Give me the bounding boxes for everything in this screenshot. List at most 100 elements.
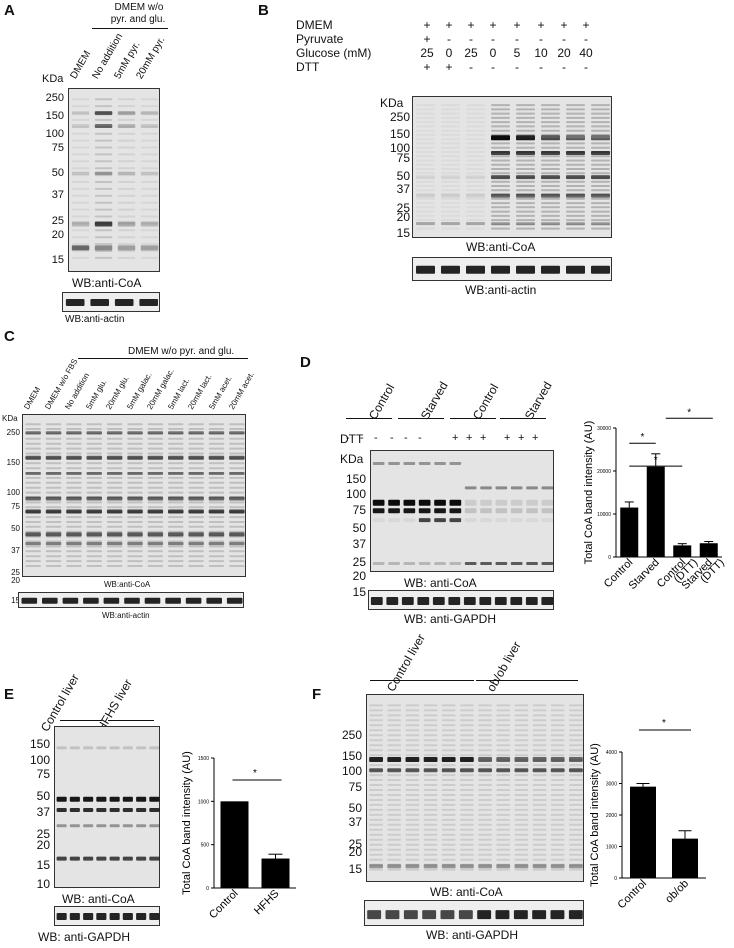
blot-band: [114, 299, 134, 306]
blot-band: [496, 774, 511, 777]
blot-band: [127, 525, 143, 528]
blot-band: [66, 506, 82, 509]
blot-band: [387, 794, 402, 796]
blot-band: [136, 824, 147, 828]
blot-band: [66, 431, 82, 435]
blot-band: [514, 719, 529, 722]
panel-b-condition-value: +: [423, 60, 431, 74]
blot-band: [69, 746, 80, 750]
blot-band: [496, 754, 511, 757]
blot-band: [127, 509, 143, 514]
blot-band: [71, 236, 90, 239]
blot-band: [25, 423, 41, 426]
blot-band: [496, 764, 511, 767]
blot-band: [229, 455, 245, 460]
panel-b-condition-label: Glucose (mM): [296, 46, 372, 60]
blot-band: [466, 189, 485, 192]
blot-band: [491, 121, 510, 124]
panel-e-wb-load: WB: anti-GAPDH: [38, 930, 131, 944]
panel-d-chart-y-tick-label: 30000: [597, 426, 611, 432]
blot-band: [491, 185, 510, 187]
blot-band: [550, 794, 565, 796]
blot-band: [460, 838, 474, 841]
panel-b-condition-value: +: [423, 32, 431, 46]
blot-band: [147, 423, 164, 426]
blot-band: [478, 794, 492, 796]
blot-band: [491, 125, 510, 128]
blot-band: [532, 764, 547, 767]
blot-band: [416, 172, 435, 175]
blot-band: [45, 476, 62, 479]
blot-band: [423, 784, 438, 786]
blot-band: [460, 719, 474, 722]
blot-band: [147, 532, 164, 537]
blot-band: [569, 754, 583, 757]
blot-band: [117, 250, 136, 252]
blot-band: [416, 197, 435, 200]
panel-f-chart-sig-star: *: [662, 718, 666, 729]
blot-band: [405, 858, 420, 861]
blot-band: [25, 496, 41, 501]
blot-band: [385, 910, 400, 920]
blot-band: [86, 506, 102, 509]
blot-band: [416, 163, 435, 166]
blot-band: [405, 729, 420, 732]
blot-band: [541, 108, 560, 111]
blot-band: [478, 749, 492, 752]
panel-f-group-label: ob/ob liver: [483, 639, 524, 694]
blot-band: [117, 243, 136, 246]
blot-band: [208, 565, 225, 567]
blot-band: [478, 754, 492, 757]
blot-band: [106, 428, 123, 430]
blot-band: [466, 138, 485, 141]
blot-band: [532, 789, 547, 791]
panel-e-kda-marker: 50: [36, 789, 50, 803]
blot-band: [441, 714, 456, 717]
blot-band: [423, 704, 438, 707]
blot-band: [387, 863, 402, 866]
blot-band: [514, 858, 529, 861]
blot-band: [516, 163, 535, 166]
blot-band: [491, 223, 510, 226]
blot-band: [466, 214, 485, 217]
blot-band: [109, 913, 120, 920]
blot-band: [94, 105, 113, 108]
blot-band: [532, 774, 547, 777]
blot-band: [86, 455, 102, 460]
blot-band: [86, 423, 102, 426]
blot-band: [86, 437, 102, 440]
panel-d-kda-marker: 150: [345, 472, 366, 486]
blot-band: [496, 864, 511, 869]
blot-band: [441, 808, 456, 811]
blot-band: [94, 98, 113, 101]
blot-band: [466, 219, 485, 222]
panel-d-chart-bar: [699, 543, 718, 557]
blot-band: [188, 521, 204, 523]
blot-band: [140, 194, 159, 197]
panel-b-condition-value: -: [539, 32, 543, 46]
blot-band: [229, 540, 245, 543]
blot-band: [441, 704, 456, 707]
blot-band: [66, 437, 82, 440]
blot-band: [566, 214, 585, 217]
panel-a-header-line2: pyr. and glu.: [110, 14, 166, 25]
blot-band: [66, 501, 82, 504]
blot-band: [229, 560, 245, 563]
blot-band: [369, 739, 383, 742]
blot-band: [369, 863, 383, 866]
blot-band: [466, 125, 485, 128]
blot-band: [441, 172, 460, 175]
blot-band: [532, 818, 547, 821]
blot-band: [441, 138, 460, 141]
blot-band: [441, 774, 456, 777]
blot-band: [106, 516, 123, 519]
blot-band: [478, 757, 492, 762]
blot-band: [188, 530, 204, 533]
blot-band: [117, 160, 136, 163]
blot-band: [423, 853, 438, 856]
blot-band: [466, 172, 485, 175]
blot-band: [94, 132, 113, 135]
blot-band: [168, 550, 184, 553]
blot-band: [229, 542, 245, 546]
blot-band: [441, 197, 460, 200]
